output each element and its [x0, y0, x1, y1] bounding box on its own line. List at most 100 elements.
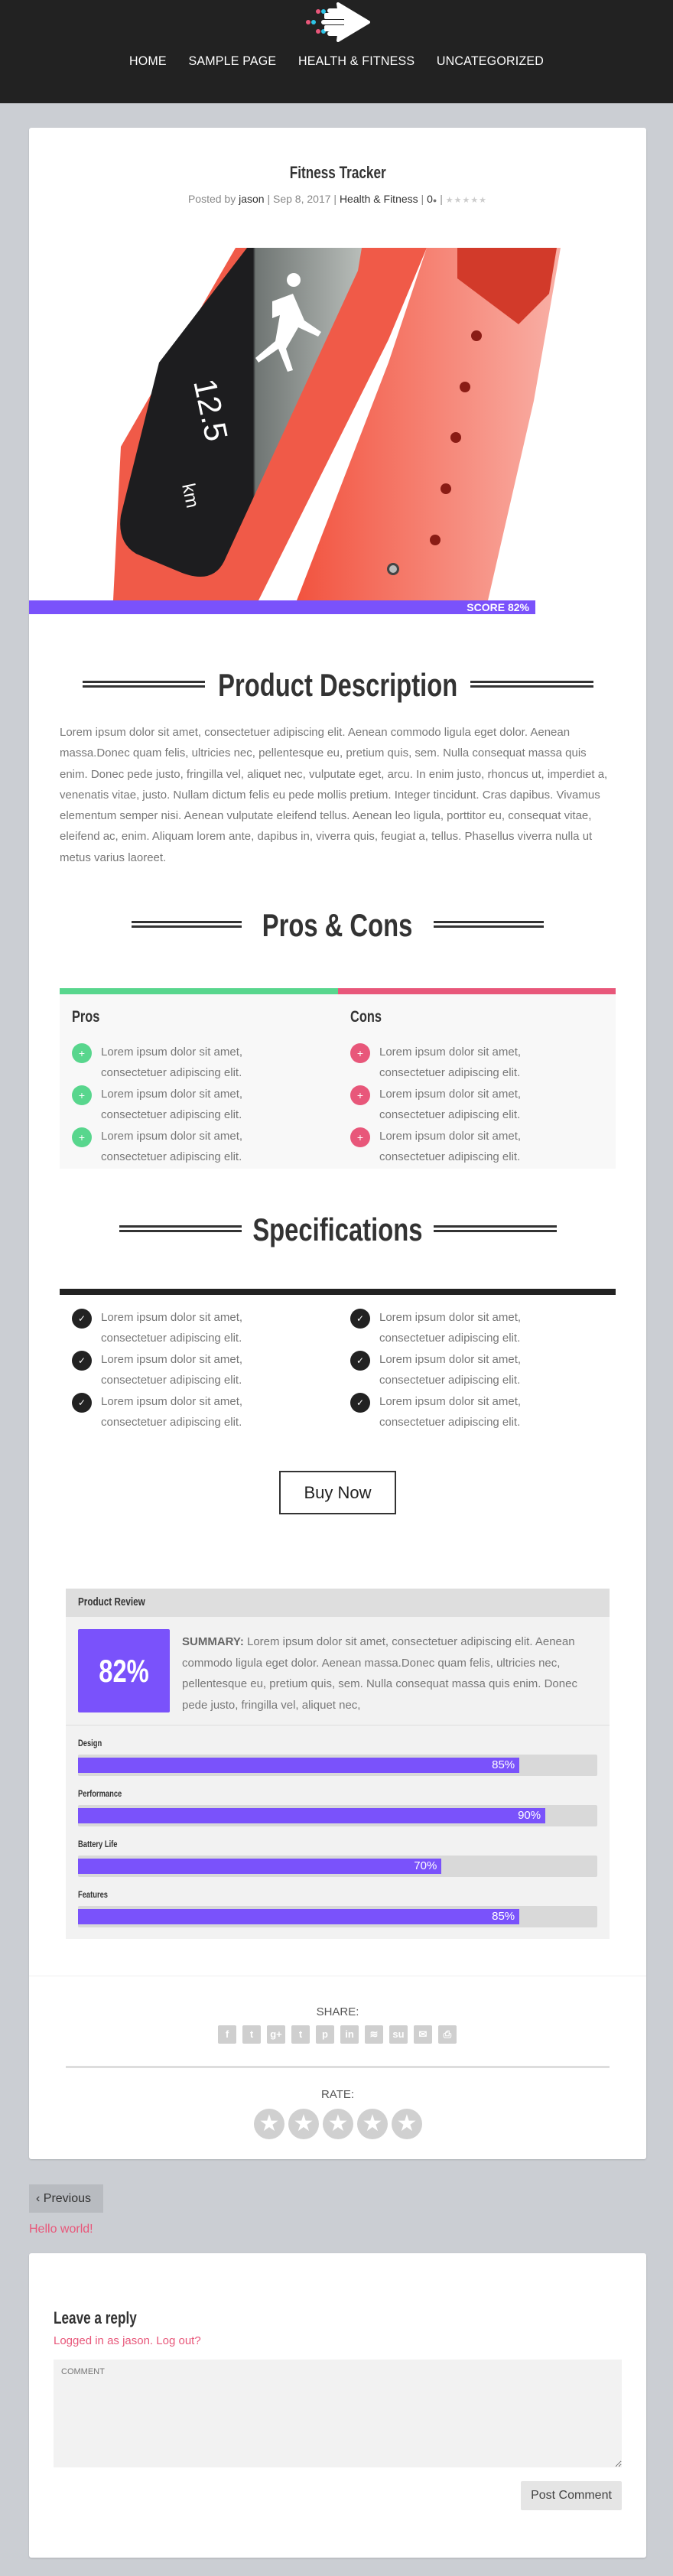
cons-item: + Lorem ipsum dolor sit amet, consectetue… — [350, 1126, 541, 1167]
check-icon: ✓ — [350, 1309, 370, 1329]
logged-in-text: Logged in as jason. Log out? — [54, 2334, 201, 2347]
check-icon: ✓ — [72, 1393, 92, 1413]
linkedin-icon[interactable]: in — [340, 2025, 359, 2044]
pros-bar — [60, 988, 338, 994]
spec-item: ✓ Lorem ipsum dolor sit amet, consectetue… — [72, 1307, 263, 1348]
heading-divider-right — [470, 681, 593, 688]
rate-star-icon[interactable]: ★ — [254, 2109, 284, 2139]
plus-icon: + — [72, 1127, 92, 1147]
plus-icon: + — [350, 1085, 370, 1105]
pinterest-icon[interactable]: p — [316, 2025, 334, 2044]
buffer-icon[interactable]: ≋ — [365, 2025, 383, 2044]
proscons-heading: Pros & Cons — [262, 907, 413, 943]
cons-bar — [338, 988, 616, 994]
author-link[interactable]: jason — [239, 193, 265, 205]
cons-title: Cons — [350, 1008, 382, 1026]
post-title: Fitness Tracker — [289, 163, 386, 182]
post-meta: Posted by jason | Sep 8, 2017 | Health &… — [187, 193, 488, 205]
previous-post-link[interactable]: Hello world! — [29, 2223, 93, 2236]
check-icon: ✓ — [350, 1351, 370, 1371]
criterion-bar-fill: 85% — [78, 1758, 520, 1773]
site-logo[interactable] — [304, 2, 370, 42]
pros-item: + Lorem ipsum dolor sit amet, consectetue… — [72, 1084, 263, 1125]
heading-divider-left — [83, 681, 205, 688]
twitter-icon[interactable]: t — [242, 2025, 261, 2044]
chevron-left-icon: ‹ — [36, 2192, 44, 2205]
criterion-label: Design — [78, 1738, 102, 1748]
criterion-label: Features — [78, 1889, 109, 1900]
previous-post-button[interactable]: ‹ Previous — [29, 2184, 103, 2213]
check-icon: ✓ — [72, 1351, 92, 1371]
criterion-label: Battery Life — [78, 1839, 118, 1849]
product-image: 12.5 km — [113, 248, 561, 600]
heading-divider-left — [132, 921, 242, 928]
stumbleupon-icon[interactable]: su — [389, 2025, 408, 2044]
spec-item: ✓ Lorem ipsum dolor sit amet, consectetue… — [350, 1349, 541, 1390]
google-plus-icon[interactable]: g+ — [267, 2025, 285, 2044]
nav-sample-page[interactable]: SAMPLE PAGE — [188, 54, 277, 69]
comment-icon: ● — [432, 197, 437, 204]
pros-title: Pros — [72, 1008, 100, 1026]
proscons-box: Pros Cons + Lorem ipsum dolor sit amet, c… — [60, 988, 616, 1169]
comment-input[interactable] — [54, 2360, 622, 2467]
rate-star-icon[interactable]: ★ — [323, 2109, 353, 2139]
criterion-bar: 90% — [78, 1805, 597, 1826]
main-nav: HOME SAMPLE PAGE HEALTH & FITNESS UNCATE… — [0, 55, 673, 69]
heading-divider-right — [434, 921, 544, 928]
spec-item: ✓ Lorem ipsum dolor sit amet, consectetue… — [350, 1391, 541, 1433]
print-icon[interactable]: ⎙ — [438, 2025, 457, 2044]
comment-heading: Leave a reply — [54, 2308, 137, 2327]
specs-bar — [60, 1289, 616, 1295]
nav-uncategorized[interactable]: UNCATEGORIZED — [436, 54, 544, 69]
plus-icon: + — [72, 1085, 92, 1105]
plus-icon: + — [350, 1127, 370, 1147]
logged-in-link[interactable]: Logged in as jason. — [54, 2334, 154, 2347]
pros-item: + Lorem ipsum dolor sit amet, consectetue… — [72, 1126, 263, 1167]
tracker-display-unit: km — [177, 482, 203, 510]
comments-count[interactable]: 0 — [427, 193, 433, 205]
post-date: Sep 8, 2017 — [273, 193, 331, 205]
plus-icon: + — [72, 1043, 92, 1063]
share-label: SHARE: — [316, 2005, 359, 2018]
heading-divider-right — [434, 1225, 557, 1232]
spec-item: ✓ Lorem ipsum dolor sit amet, consectetue… — [350, 1307, 541, 1348]
pros-item: + Lorem ipsum dolor sit amet, consectetue… — [72, 1042, 263, 1083]
check-icon: ✓ — [350, 1393, 370, 1413]
buy-now-button[interactable]: Buy Now — [279, 1471, 396, 1514]
rate-star-icon[interactable]: ★ — [392, 2109, 422, 2139]
tumblr-icon[interactable]: t — [291, 2025, 310, 2044]
cons-item: + Lorem ipsum dolor sit amet, consectetue… — [350, 1042, 541, 1083]
spec-item: ✓ Lorem ipsum dolor sit amet, consectetue… — [72, 1349, 263, 1390]
criterion-bar-fill: 70% — [78, 1859, 442, 1874]
criterion-bar: 85% — [78, 1755, 597, 1776]
nav-home[interactable]: HOME — [129, 54, 167, 69]
criterion-bar: 85% — [78, 1906, 597, 1927]
rate-star-icon[interactable]: ★ — [288, 2109, 319, 2139]
criterion-bar-fill: 85% — [78, 1909, 520, 1924]
review-score: 82% — [78, 1629, 170, 1712]
divider — [66, 2066, 610, 2068]
plus-icon: + — [350, 1043, 370, 1063]
category-link[interactable]: Health & Fitness — [339, 193, 418, 205]
review-summary: SUMMARY: Lorem ipsum dolor sit amet, con… — [182, 1635, 577, 1712]
logout-link[interactable]: Log out? — [156, 2334, 201, 2347]
check-icon: ✓ — [72, 1309, 92, 1329]
heading-divider-left — [119, 1225, 242, 1232]
facebook-icon[interactable]: f — [218, 2025, 236, 2044]
rate-label: RATE: — [320, 2088, 355, 2101]
email-icon[interactable]: ✉ — [414, 2025, 432, 2044]
rate-star-icon[interactable]: ★ — [357, 2109, 388, 2139]
description-heading: Product Description — [217, 667, 458, 703]
description-text: Lorem ipsum dolor sit amet, consectetuer… — [60, 726, 608, 864]
review-header — [66, 1589, 610, 1617]
nav-health-fitness[interactable]: HEALTH & FITNESS — [297, 54, 415, 69]
cons-item: + Lorem ipsum dolor sit amet, consectetue… — [350, 1084, 541, 1125]
criterion-bar: 70% — [78, 1856, 597, 1877]
criterion-label: Performance — [78, 1788, 122, 1799]
rating-stars-icon: ★★★★★ — [445, 196, 488, 205]
specs-heading: Specifications — [252, 1212, 423, 1247]
spec-item: ✓ Lorem ipsum dolor sit amet, consectetue… — [72, 1391, 263, 1433]
post-comment-button[interactable]: Post Comment — [521, 2481, 622, 2510]
criterion-bar-fill: 90% — [78, 1808, 546, 1823]
score-bar: SCORE 82% — [29, 600, 535, 614]
